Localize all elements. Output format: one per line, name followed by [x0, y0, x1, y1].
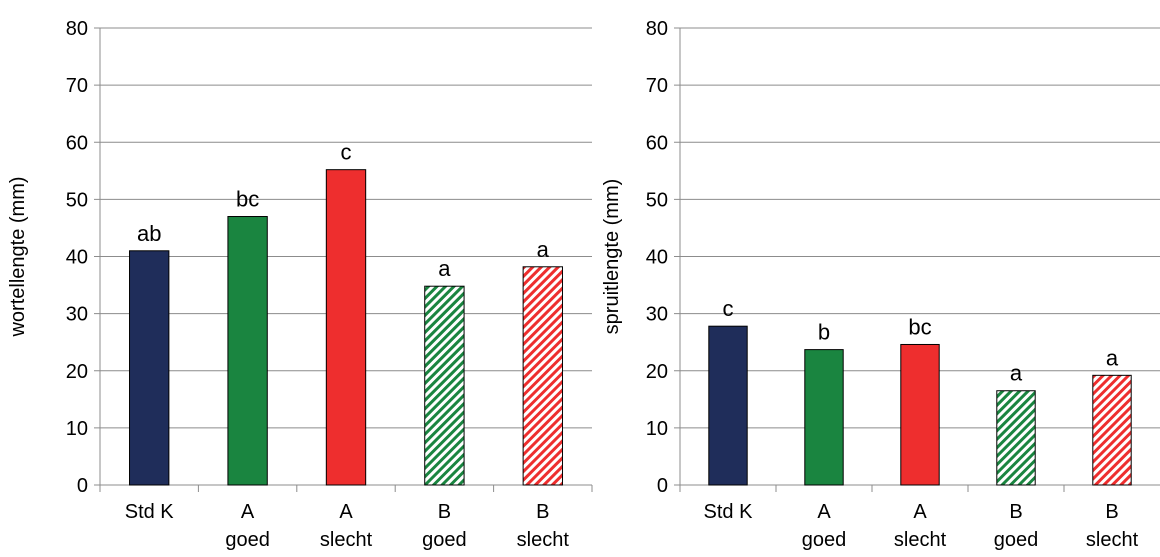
data-label: c: [341, 140, 352, 165]
x-category-label: slecht: [320, 529, 373, 551]
x-category-label: A: [339, 501, 353, 523]
y-tick-label: 60: [646, 132, 668, 154]
x-category-label: B: [1009, 501, 1022, 523]
y-tick-label: 10: [66, 418, 88, 440]
bar: [804, 349, 844, 486]
y-tick-label: 70: [66, 75, 88, 97]
x-category-label: goed: [994, 529, 1039, 551]
x-category-label: Std K: [125, 501, 175, 523]
bar: [996, 390, 1036, 486]
x-category-label: goed: [225, 529, 270, 551]
y-tick-label: 30: [646, 304, 668, 326]
y-tick-label: 0: [77, 475, 88, 497]
x-category-label: B: [438, 501, 451, 523]
y-tick-label: 40: [66, 247, 88, 269]
bar: [900, 343, 940, 486]
data-label: a: [1010, 361, 1023, 386]
x-category-label: A: [241, 501, 255, 523]
x-category-label: goed: [422, 529, 467, 551]
bar: [424, 285, 465, 486]
y-tick-label: 10: [646, 418, 668, 440]
data-label: b: [818, 320, 830, 345]
y-tick-label: 50: [646, 189, 668, 211]
y-tick-label: 20: [66, 361, 88, 383]
y-tick-label: 50: [66, 189, 88, 211]
data-label: c: [723, 296, 734, 321]
chart-spruitlengte: 0 10 20 30 40 50 60 70 80 spruitlengte (mm) c Std K…: [601, 18, 1160, 551]
data-label: bc: [908, 314, 931, 339]
data-label: a: [1106, 345, 1119, 370]
data-label: a: [438, 256, 451, 281]
bar: [708, 325, 748, 486]
x-category-label: B: [536, 501, 549, 523]
y-tick-label: 80: [646, 18, 668, 40]
y-tick-label: 80: [66, 18, 88, 40]
bar: [1092, 374, 1132, 486]
y-tick-label: 30: [66, 304, 88, 326]
chart-wortellengte: 0 10 20 30 40 50 60 70 80 wortellengte (mm) ab Std …: [7, 18, 593, 551]
y-axis-title: wortellengte (mm): [7, 176, 29, 337]
y-tick-label: 70: [646, 75, 668, 97]
x-category-label: slecht: [894, 529, 947, 551]
data-label: bc: [236, 187, 259, 212]
y-axis-title: spruitlengte (mm): [601, 179, 623, 335]
y-tick-label: 60: [66, 132, 88, 154]
x-category-label: slecht: [517, 529, 570, 551]
x-category-label: slecht: [1086, 529, 1139, 551]
x-category-label: goed: [802, 529, 847, 551]
bar: [227, 216, 268, 486]
bar: [325, 169, 367, 486]
data-label: ab: [137, 221, 161, 246]
x-category-label: B: [1105, 501, 1118, 523]
data-label: a: [537, 237, 550, 262]
x-category-label: A: [817, 501, 831, 523]
x-category-label: Std K: [704, 501, 754, 523]
y-tick-label: 0: [657, 475, 668, 497]
y-tick-label: 20: [646, 361, 668, 383]
y-tick-label: 40: [646, 247, 668, 269]
x-category-label: A: [913, 501, 927, 523]
bar: [129, 250, 170, 486]
bar: [522, 266, 563, 486]
